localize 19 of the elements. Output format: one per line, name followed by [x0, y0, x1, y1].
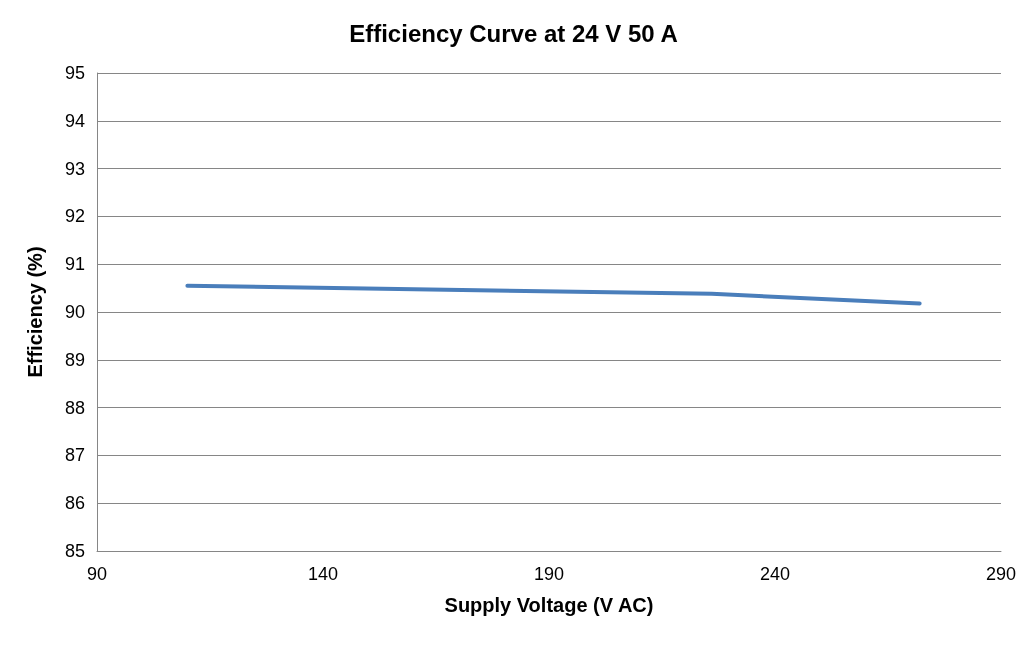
y-tick-label: 91	[64, 254, 85, 275]
chart-title: Efficiency Curve at 24 V 50 A	[349, 19, 678, 47]
y-axis-title: Efficiency (%)	[24, 246, 46, 378]
x-tick-label: 190	[533, 564, 565, 584]
x-axis-title: Supply Voltage (V AC)	[444, 594, 654, 616]
y-tick-label: 89	[64, 349, 85, 370]
x-tick-label: 290	[985, 564, 1017, 584]
y-tick-label: 92	[64, 206, 85, 227]
y-tick-label: 86	[64, 493, 85, 514]
x-tick-label: 240	[759, 564, 791, 584]
x-tick-label: 90	[86, 564, 108, 584]
y-tick-label: 93	[64, 158, 85, 179]
x-tick-label: 140	[307, 564, 339, 584]
y-tick-label: 85	[64, 541, 85, 561]
y-tick-label: 90	[64, 302, 85, 322]
y-tick-label: 95	[64, 63, 85, 83]
y-tick-label: 87	[64, 445, 85, 466]
y-tick-label: 88	[64, 397, 85, 418]
y-tick-label: 94	[64, 110, 85, 131]
